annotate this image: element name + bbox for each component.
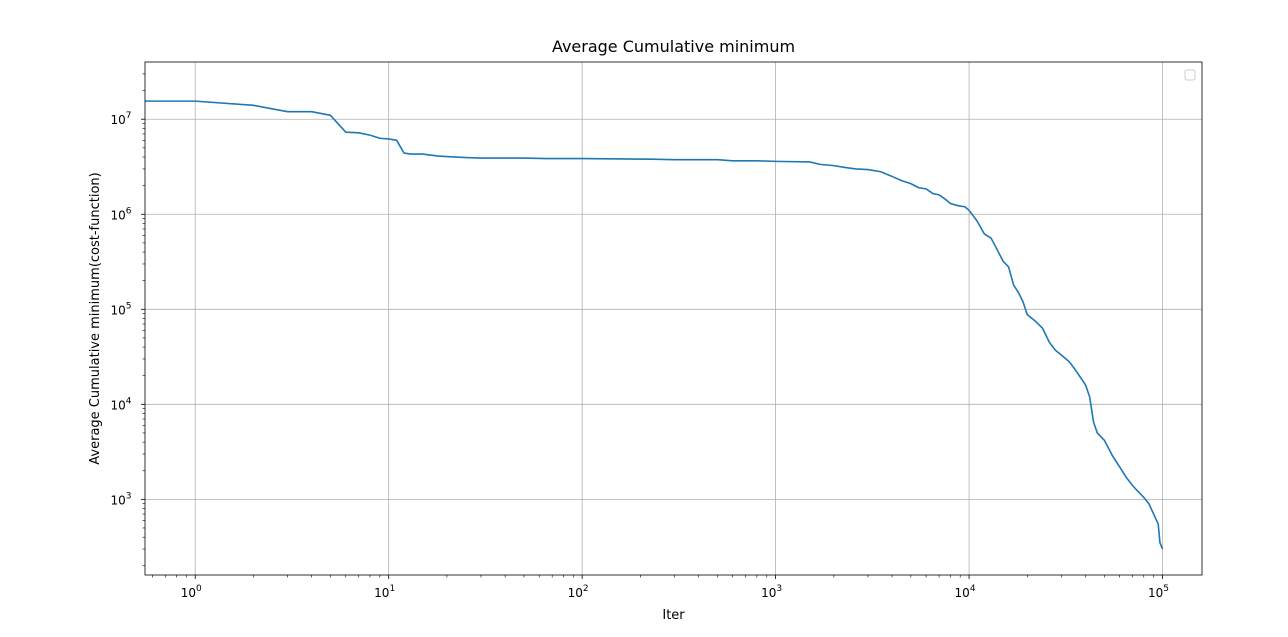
tick-labels: 100 101 102 103 104 105 103 104 105 106 107 [110,111,1169,600]
x-tick-label: 102 [568,584,589,600]
y-tick-label: 105 [110,301,131,317]
x-tick-label: 105 [1148,584,1169,600]
x-axis-title: Iter [662,608,685,623]
chart-title: Average Cumulative minimum [552,37,795,56]
ticks [141,73,1163,579]
y-tick-label: 106 [110,206,131,222]
y-axis-title: Average Cumulative minimum(cost-function… [88,172,103,464]
grid-lines [145,62,1202,575]
plot-area [145,62,1202,575]
x-tick-label: 104 [955,584,976,600]
legend [1184,69,1196,81]
y-tick-label: 104 [110,396,131,412]
x-tick-label: 100 [181,584,202,600]
x-tick-label: 101 [374,584,395,600]
y-tick-label: 103 [110,491,131,507]
series-line [145,100,1164,550]
series-layer [145,100,1164,550]
y-tick-label: 107 [110,111,131,127]
x-tick-label: 103 [761,584,782,600]
